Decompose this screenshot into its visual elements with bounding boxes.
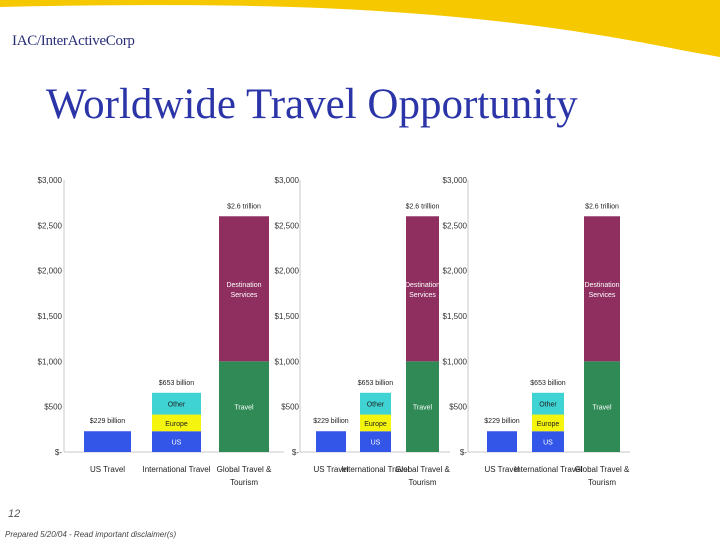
page-title: Worldwide Travel Opportunity (46, 81, 578, 128)
y-tick-label: $2,000 (275, 267, 300, 276)
category-label: Global Travel & (575, 465, 630, 474)
category-label: Global Travel & (217, 465, 272, 474)
category-label: US Travel (313, 465, 348, 474)
bar-segment (219, 361, 269, 452)
category-label: US Travel (90, 465, 125, 474)
y-tick-label: $1,500 (38, 312, 63, 321)
bar-total-label: $2.6 trillion (406, 203, 440, 210)
y-tick-label: $1,500 (275, 312, 300, 321)
segment-label: Destination (584, 282, 619, 289)
y-tick-label: $- (55, 448, 62, 457)
bar-segment (152, 431, 201, 452)
segment-label: Other (539, 402, 557, 409)
bar-total-label: $653 billion (358, 380, 394, 387)
segment-label: Travel (413, 405, 433, 412)
segment-label: US (172, 440, 182, 447)
y-tick-label: $3,000 (443, 176, 468, 185)
bar-segment (532, 392, 564, 415)
category-label: International Travel (142, 465, 210, 474)
segment-label: US (543, 440, 553, 447)
bar-segment (360, 431, 391, 452)
bar-total-label: $653 billion (530, 380, 566, 387)
y-tick-label: $2,500 (38, 221, 63, 230)
category-label: International Travel (514, 465, 582, 474)
segment-label: Destination (405, 282, 440, 289)
bar-total-label: $229 billion (90, 418, 126, 425)
bar-total-label: $229 billion (313, 418, 349, 425)
bar-segment (584, 361, 620, 452)
y-tick-label: $1,000 (38, 357, 63, 366)
segment-label: Services (409, 292, 436, 299)
y-tick-label: $1,000 (275, 357, 300, 366)
header-swoosh (0, 0, 720, 59)
bar-segment (532, 414, 564, 432)
bar-total-label: $2.6 trillion (585, 203, 619, 210)
bar-segment (487, 431, 517, 452)
y-tick-label: $2,500 (443, 221, 468, 230)
category-label: Tourism (408, 478, 436, 487)
y-tick-label: $3,000 (38, 176, 63, 185)
y-tick-label: $500 (449, 403, 467, 412)
segment-label: Europe (165, 421, 188, 428)
y-tick-label: $500 (44, 403, 62, 412)
company-logo: IAC/InterActiveCorp (12, 33, 135, 49)
bar-segment (219, 216, 269, 362)
category-label: US Travel (484, 465, 519, 474)
bar-segment (360, 392, 391, 415)
bar-segment (152, 392, 201, 415)
bar-segment (84, 431, 131, 452)
bar-total-label: $229 billion (484, 418, 520, 425)
category-label: International Travel (341, 465, 409, 474)
y-tick-label: $1,500 (443, 312, 468, 321)
bar-segment (316, 431, 346, 452)
bar-segment (406, 216, 439, 362)
y-tick-label: $2,000 (38, 267, 63, 276)
bar-segment (406, 361, 439, 452)
y-tick-label: $- (292, 448, 299, 457)
disclaimer-text: Prepared 5/20/04 - Read important discla… (5, 530, 177, 539)
segment-label: Travel (592, 405, 612, 412)
y-tick-label: $2,000 (443, 267, 468, 276)
page-number: 12 (8, 508, 21, 520)
bar-total-label: $653 billion (159, 380, 195, 387)
segment-label: Travel (234, 405, 254, 412)
bar-segment (584, 216, 620, 362)
category-label: Tourism (230, 478, 258, 487)
segment-label: Europe (364, 421, 387, 428)
segment-label: Services (589, 292, 616, 299)
segment-label: Services (231, 292, 258, 299)
bar-total-label: $2.6 trillion (227, 203, 261, 210)
y-tick-label: $- (460, 448, 467, 457)
bar-segment (152, 414, 201, 432)
category-label: Tourism (588, 478, 616, 487)
y-tick-label: $2,500 (275, 221, 300, 230)
y-tick-label: $1,000 (443, 357, 468, 366)
segment-label: Europe (537, 421, 560, 428)
segment-label: Other (168, 402, 186, 409)
segment-label: Destination (226, 282, 261, 289)
bar-segment (360, 414, 391, 432)
y-tick-label: $500 (281, 403, 299, 412)
category-label: Global Travel & (395, 465, 450, 474)
y-tick-label: $3,000 (275, 176, 300, 185)
bar-segment (532, 431, 564, 452)
segment-label: US (371, 440, 381, 447)
segment-label: Other (367, 402, 385, 409)
